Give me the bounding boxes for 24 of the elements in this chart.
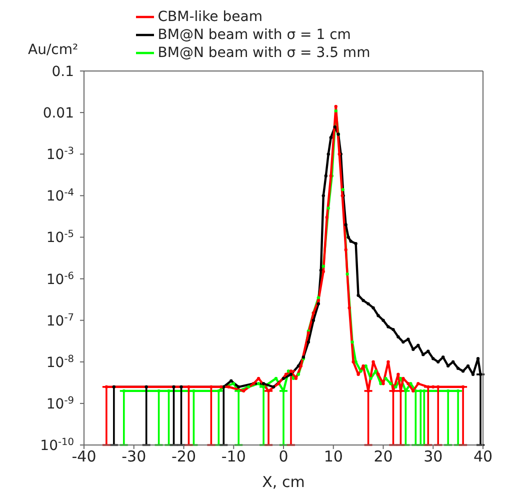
x-tick-label: 0 xyxy=(278,448,288,466)
x-tick-label: -10 xyxy=(221,448,246,466)
y-tick-label: 0.01 xyxy=(42,106,74,122)
y-tick-label: 10$^{-7}$ xyxy=(46,312,74,330)
x-tick-label: 20 xyxy=(374,448,393,466)
y-tick-label: 0.1 xyxy=(52,64,74,80)
y-tick-label: 10$^{-9}$ xyxy=(46,394,74,412)
y-tick-label: 10$^{-3}$ xyxy=(46,146,74,164)
x-tick-label: -20 xyxy=(172,448,196,466)
y-tick-label: 10$^{-10}$ xyxy=(40,436,74,454)
x-tick-label: 10 xyxy=(324,448,343,466)
x-tick-label: 30 xyxy=(424,448,443,466)
legend-label: CBM-like beam xyxy=(158,8,262,25)
y-axis-title: Au/cm² xyxy=(28,42,78,58)
y-tick-label: 10$^{-5}$ xyxy=(46,228,74,246)
x-tick-label: -30 xyxy=(122,448,146,466)
x-tick-label: 40 xyxy=(473,448,493,466)
y-tick-label: 10$^{-8}$ xyxy=(46,353,74,371)
y-tick-label: 10$^{-4}$ xyxy=(46,187,74,205)
x-tick-label: -40 xyxy=(72,448,96,466)
y-tick-label: 10$^{-6}$ xyxy=(46,270,74,288)
legend-label: BM@N beam with σ = 1 cm xyxy=(158,26,351,43)
legend-label: BM@N beam with σ = 3.5 mm xyxy=(158,44,370,61)
x-axis-title: X, cm xyxy=(262,473,305,491)
